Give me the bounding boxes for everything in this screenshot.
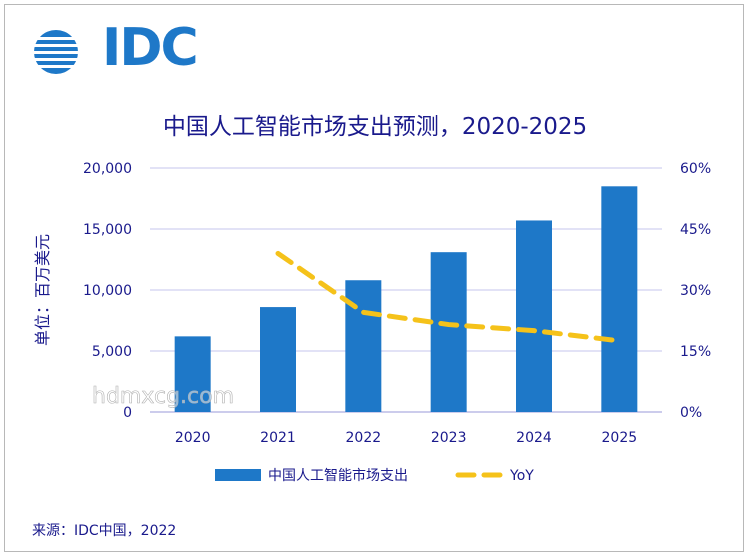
logo-text: IDC bbox=[102, 18, 199, 78]
yoy-line bbox=[275, 250, 622, 344]
legend-label: YoY bbox=[509, 468, 534, 484]
y2-tick-label: 0% bbox=[680, 405, 702, 421]
y-tick-label: 5,000 bbox=[92, 344, 132, 360]
y-tick-label: 0 bbox=[123, 405, 132, 421]
x-tick-label: 2021 bbox=[260, 430, 296, 446]
x-tick-label: 2024 bbox=[516, 430, 552, 446]
legend-label: 中国人工智能市场支出 bbox=[268, 467, 408, 484]
y2-tick-label: 60% bbox=[680, 161, 711, 177]
bar bbox=[430, 252, 467, 412]
bar bbox=[516, 220, 552, 412]
y-tick-label: 15,000 bbox=[83, 222, 132, 238]
globe-icon bbox=[32, 30, 84, 74]
y-axis-label: 单位：百万美元 bbox=[33, 234, 52, 346]
legend-swatch-bar bbox=[215, 469, 261, 481]
y2-tick-label: 15% bbox=[680, 344, 711, 360]
x-tick-label: 2022 bbox=[346, 430, 382, 446]
x-tick-label: 2023 bbox=[431, 430, 467, 446]
y2-tick-label: 30% bbox=[680, 283, 711, 299]
chart-title: 中国人工智能市场支出预测，2020-2025 bbox=[163, 114, 587, 140]
x-tick-label: 2020 bbox=[175, 430, 211, 446]
y-tick-label: 20,000 bbox=[83, 161, 132, 177]
bar bbox=[174, 336, 211, 412]
y2-tick-label: 45% bbox=[680, 222, 711, 238]
bar bbox=[260, 307, 296, 412]
bar bbox=[601, 186, 638, 412]
idc-logo: IDC bbox=[32, 22, 199, 80]
x-tick-label: 2025 bbox=[602, 430, 638, 446]
source-note: 来源：IDC中国，2022 bbox=[32, 523, 177, 539]
y-tick-label: 10,000 bbox=[83, 283, 132, 299]
watermark-text: hdmxcg.com bbox=[92, 384, 234, 409]
bar bbox=[345, 280, 382, 412]
